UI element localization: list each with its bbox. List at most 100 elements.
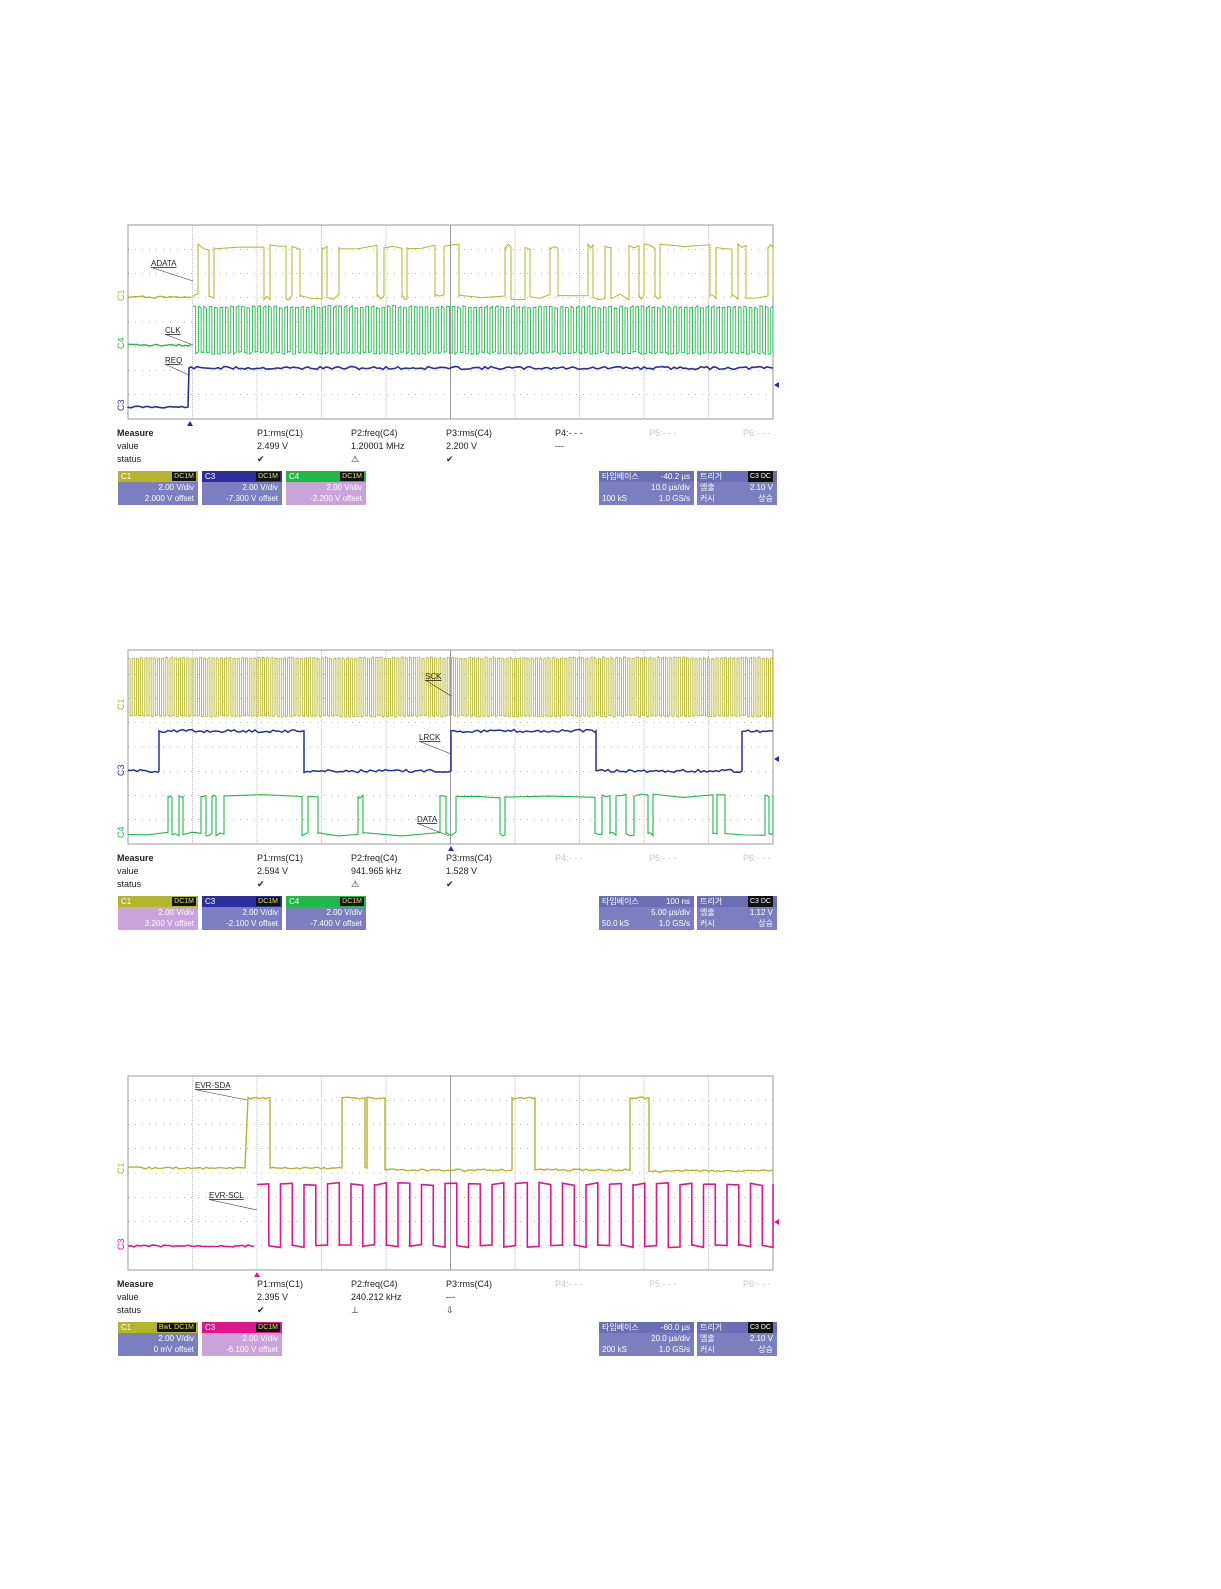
- trigger-box-row: 커시 상승: [697, 918, 777, 929]
- measure-cell-name: P6:- - -: [743, 1279, 771, 1289]
- channel-box-header: C1 BwL DC1M: [118, 1322, 198, 1333]
- channel-box-c3[interactable]: C3 DC1M 2.00 V/div -7.300 V offset: [202, 471, 282, 505]
- timebase-box-row: 200 kS 1.0 GS/s: [599, 1344, 694, 1355]
- channel-label-c3: C3: [116, 764, 126, 776]
- channel-box-c1[interactable]: C1 BwL DC1M 2.00 V/div 0 mV offset: [118, 1322, 198, 1356]
- measure-cell-status: ⚠: [351, 454, 360, 464]
- channel-name: C3: [205, 472, 216, 481]
- channel-box-header: C3 DC1M: [202, 471, 282, 482]
- measure-cell-status: ✔: [257, 454, 265, 464]
- trigger-box-value: C3 DC: [747, 1322, 773, 1333]
- channel-offset: -7.400 V offset: [310, 919, 362, 928]
- trigger-box-value: C3 DC: [747, 471, 773, 482]
- channel-box-header: C3 DC1M: [202, 1322, 282, 1333]
- trigger-level-marker: [774, 1219, 779, 1225]
- label-sck-leader: [426, 680, 452, 697]
- label-clk: CLK: [165, 326, 181, 335]
- label-evr-scl: EVR-SCL: [209, 1191, 244, 1200]
- measure-cell-name: P2:freq(C4): [351, 1279, 398, 1289]
- channel-box-c1[interactable]: C1 DC1M 2.00 V/div 2.000 V offset: [118, 471, 198, 505]
- measure-cell-status: ✔: [446, 454, 454, 464]
- measure-cell-value: 2.395 V: [257, 1292, 289, 1302]
- trigger-box-value: 상승: [758, 1345, 773, 1354]
- grid-3: [127, 1075, 774, 1271]
- scope-panel-1: ADATA CLK REQ C1 C4 C3 Measure P1:rms(C1) P2:fr…: [115, 224, 779, 510]
- scope-display-1: ADATA CLK REQ C1 C4 C3: [116, 224, 779, 426]
- clk-trace: [192, 304, 774, 356]
- trigger-box-value: 2.10 V: [749, 483, 773, 492]
- measure-row-label: value: [117, 441, 139, 451]
- timebase-box-value: -60.0 µs: [660, 1323, 690, 1332]
- coupling-tag: DC1M: [256, 897, 280, 906]
- trigger-level-marker: [774, 382, 779, 388]
- channel-name: C1: [121, 897, 132, 906]
- volts-per-div: 2.00 V/div: [326, 483, 362, 492]
- timebase-box[interactable]: 타임베이스 -40.2 µs 10.0 µs/div 100 kS 1.0 GS/s: [599, 471, 694, 505]
- measure-header-row: Measure P1:rms(C1) P2:freq(C4) P3:rms(C4) P4…: [115, 1279, 777, 1291]
- measure-row-label: Measure: [117, 428, 154, 438]
- measure-cell-value: ---: [446, 1292, 455, 1302]
- channel-box-header: C1 DC1M: [118, 896, 198, 907]
- coupling-tag: DC1M: [172, 897, 196, 906]
- measure-cell-value: 2.499 V: [257, 441, 289, 451]
- channel-name: C4: [289, 897, 300, 906]
- timebase-box[interactable]: 타임베이스 -60.0 µs 20.0 µs/div 200 kS 1.0 GS/s: [599, 1322, 694, 1356]
- measure-row-label: value: [117, 866, 139, 876]
- measure-value-row: value 2.499 V 1.20001 MHz 2.200 V ---: [115, 441, 777, 453]
- measure-value-row: value 2.594 V 941.965 kHz 1.528 V: [115, 866, 777, 878]
- scl-trace-idle: [127, 1244, 255, 1248]
- trigger-box-value: 상승: [758, 919, 773, 928]
- timebase-box[interactable]: 타임베이스 100 ns 5.00 µs/div 50.0 kS 1.0 GS/s: [599, 896, 694, 930]
- trigger-box-row: 트리거 C3 DC: [697, 1322, 777, 1333]
- measure-cell-name: P4:- - -: [555, 428, 583, 438]
- channel-box-c4[interactable]: C4 DC1M 2.00 V/div -7.400 V offset: [286, 896, 366, 930]
- measure-cell-status: ⇩: [446, 1305, 454, 1315]
- channel-offset: 2.000 V offset: [144, 494, 194, 503]
- label-lrck: LRCK: [419, 733, 441, 742]
- trigger-box-label: 트리거: [700, 472, 723, 481]
- measure-cell-status: ✔: [257, 879, 265, 889]
- label-data-leader: [418, 823, 450, 837]
- channel-box-c3[interactable]: C3 DC1M 2.00 V/div -6.100 V offset: [202, 1322, 282, 1356]
- channel-offset: -6.100 V offset: [226, 1345, 278, 1354]
- volts-per-div: 2.00 V/div: [158, 1334, 194, 1343]
- trigger-box-value: 2.10 V: [749, 1334, 773, 1343]
- channel-box-c1[interactable]: C1 DC1M 2.00 V/div 3.200 V offset: [118, 896, 198, 930]
- channel-box-c3[interactable]: C3 DC1M 2.00 V/div -2.100 V offset: [202, 896, 282, 930]
- clk-trace-idle: [127, 343, 192, 347]
- measure-cell-name: P3:rms(C4): [446, 428, 493, 438]
- measure-cell-name: P5:- - -: [649, 428, 677, 438]
- timebase-box-label: 100 kS: [602, 494, 627, 503]
- req-trace: [127, 365, 774, 409]
- channel-offset: -7.300 V offset: [226, 494, 278, 503]
- trigger-box[interactable]: 트리거 C3 DC 엠출 2.10 V 커시 상승: [697, 471, 777, 505]
- timebase-box-row: 타임베이스 -40.2 µs: [599, 471, 694, 482]
- trigger-box[interactable]: 트리거 C3 DC 엠출 2.10 V 커시 상승: [697, 1322, 777, 1356]
- measure-cell-status: ✔: [257, 1305, 265, 1315]
- timebase-box-row: 50.0 kS 1.0 GS/s: [599, 918, 694, 929]
- label-req-leader: [166, 364, 190, 376]
- trigger-box-row: 엠출 2.10 V: [697, 1333, 777, 1344]
- trigger-box-row: 엠출 2.10 V: [697, 482, 777, 493]
- adata-trace: [192, 242, 774, 302]
- measure-cell-status: ⚠: [351, 879, 360, 889]
- adata-trace-idle: [127, 295, 192, 299]
- label-evr-scl-leader: [210, 1199, 258, 1211]
- trigger-box[interactable]: 트리거 C3 DC 엠출 1.12 V 커시 상승: [697, 896, 777, 930]
- trigger-box-label: 엠출: [700, 483, 715, 492]
- timebase-box-label: 200 kS: [602, 1345, 627, 1354]
- trigger-position-marker: [187, 421, 193, 426]
- label-req: REQ: [165, 356, 182, 365]
- trigger-box-row: 커시 상승: [697, 1344, 777, 1355]
- trigger-box-label: 커시: [700, 494, 715, 503]
- measure-cell-value: 941.965 kHz: [351, 866, 402, 876]
- coupling-tag: DC1M: [340, 472, 364, 481]
- channel-box-c4[interactable]: C4 DC1M 2.00 V/div -2.200 V offset: [286, 471, 366, 505]
- lrck-trace: [127, 728, 773, 774]
- coupling-tag: DC1M: [256, 1323, 280, 1332]
- measure-header-row: Measure P1:rms(C1) P2:freq(C4) P3:rms(C4) P4…: [115, 428, 777, 440]
- channel-label-c3: C3: [116, 1238, 126, 1250]
- channel-label-c3: C3: [116, 399, 126, 411]
- trigger-box-label: 트리거: [700, 1323, 723, 1332]
- measure-cell-name: P3:rms(C4): [446, 853, 493, 863]
